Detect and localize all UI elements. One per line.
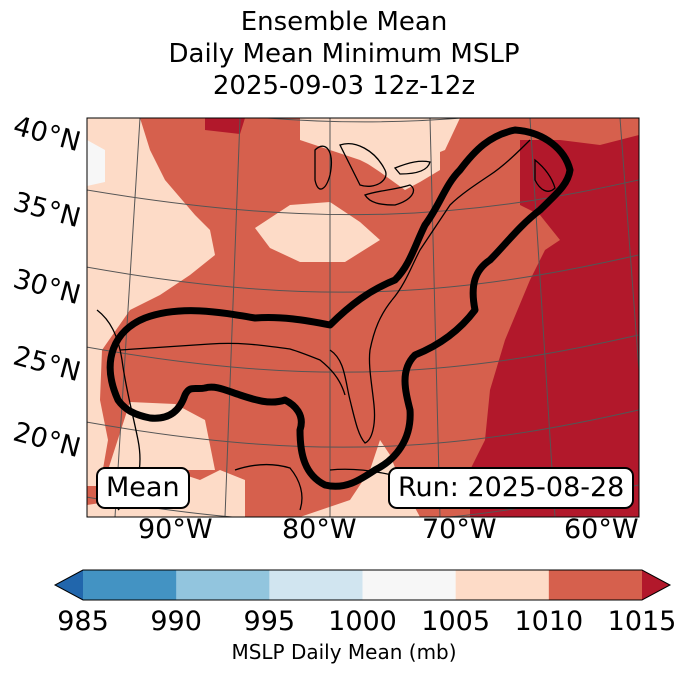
run-label-box: Run: 2025-08-28 [388,467,635,509]
field-1005-1010-southwest-patch [87,185,165,310]
lon-label-90w: 90°W [138,514,213,545]
colorbar-tick-label: 985 [57,606,109,637]
colorbar-segment [455,570,550,600]
lon-label-70w: 70°W [422,514,497,545]
east-coast [391,139,531,301]
lon-label-60w: 60°W [564,514,639,545]
field-above-1015-atlantic [470,135,639,517]
graticule [87,118,639,517]
northern-gulf-coast [119,342,346,396]
colorbar-tick-label: 1000 [328,606,397,637]
colorbar-segment [83,570,177,600]
colorbar-segment [362,570,457,600]
colorbar-tick-label: 1015 [607,606,677,637]
colorbar-tick-label: 1005 [421,606,491,637]
nova-scotia [534,158,556,192]
threshold-contour [106,126,574,490]
colorbar-tick-label: 990 [150,606,202,637]
yucatan-coast [234,464,303,511]
field-1005-1010-plains-patch [255,202,380,262]
colorbar-extend-low [55,570,83,600]
map-frame [86,117,640,518]
colorbar-segment [269,570,363,600]
colorbar [53,569,672,601]
title-line-2: Daily Mean Minimum MSLP [168,39,520,69]
colorbar-segment [548,570,643,600]
title-line-1: Ensemble Mean [240,7,448,37]
field-1005-1010-ohio-patch [300,118,440,190]
colorbar-label: MSLP Daily Mean (mb) [231,640,457,664]
lon-label-80w: 80°W [282,514,357,545]
field-1000-1005-patch [87,140,105,186]
map-area [87,118,639,517]
colorbar-tick-label: 995 [243,606,296,637]
coastlines [96,139,556,511]
great-lakes [314,143,431,206]
title-line-3: 2025-09-03 12z-12z [212,71,476,101]
field-above-1015-north-patch [205,118,245,134]
mean-label-box: Mean [96,467,190,509]
colorbar-extend-high [642,570,670,600]
colorbar-tick-label: 1010 [514,606,584,637]
florida-peninsula [329,299,393,444]
colorbar-segment [176,570,270,600]
